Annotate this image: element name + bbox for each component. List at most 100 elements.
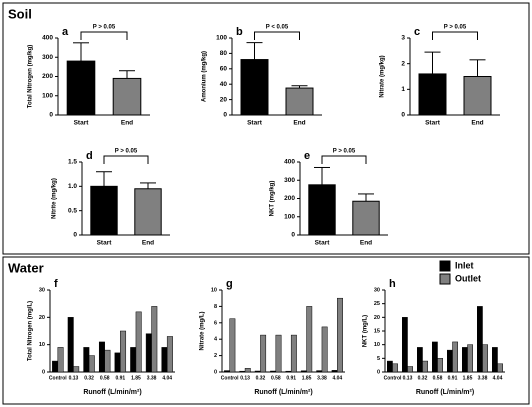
bar [254, 370, 261, 373]
x-tick-label: 0.32 [84, 375, 94, 381]
y-axis-label: Nitrate (mg/L) [200, 311, 206, 350]
bar [392, 363, 398, 373]
x-tick-label: End [142, 240, 154, 247]
bar [285, 87, 314, 116]
y-tick-label: 100 [42, 92, 53, 99]
y-tick-label: 0 [49, 112, 53, 119]
x-tick-label: 3.38 [478, 375, 488, 381]
x-tick-label: 0.91 [448, 375, 458, 381]
soil-frame [2, 2, 530, 255]
legend-swatch [439, 260, 451, 272]
bar [57, 347, 64, 373]
y-tick-label: 0 [214, 369, 217, 375]
y-tick-label: 300 [284, 177, 295, 184]
bar [275, 334, 282, 373]
y-tick-label: 1 [401, 86, 405, 93]
legend-label: Inlet [455, 260, 474, 270]
bar [135, 311, 142, 373]
bar [134, 188, 162, 236]
y-tick-label: 40 [220, 81, 228, 88]
bar [492, 347, 498, 373]
y-axis-label: Total Nitrogen (mg/L) [28, 301, 34, 361]
x-tick-label: Control [384, 375, 402, 381]
legend-swatch [439, 273, 451, 285]
x-tick-label: 0.58 [100, 375, 110, 381]
x-axis-label: Runoff (L/min/m²) [416, 389, 474, 396]
y-tick-label: 60 [220, 66, 228, 73]
bar [161, 347, 168, 373]
x-tick-label: 0.58 [271, 375, 281, 381]
bar [229, 318, 236, 373]
y-tick-label: 400 [284, 159, 295, 166]
significance-bracket [321, 155, 367, 164]
panel-label: f [54, 278, 58, 290]
panel-label: a [62, 26, 69, 38]
y-tick-label: 20 [374, 315, 380, 321]
y-tick-label: 1.5 [68, 159, 77, 166]
y-axis-label: NKT (mg/L) [363, 315, 369, 347]
y-tick-label: 100 [284, 213, 295, 220]
bar [120, 330, 127, 373]
bar [52, 360, 59, 373]
y-tick-label: 0 [377, 369, 380, 375]
bar [66, 60, 96, 116]
bar [316, 370, 323, 373]
bar [437, 358, 443, 373]
x-tick-label: 3.38 [317, 375, 327, 381]
y-axis-label: NKT (mg/kg) [270, 181, 276, 217]
y-tick-label: 2 [401, 60, 405, 67]
bar [300, 370, 307, 373]
y-tick-label: 10 [211, 287, 217, 293]
bar [452, 341, 458, 373]
x-tick-label: 1.85 [463, 375, 473, 381]
bar [387, 360, 393, 373]
x-tick-label: 0.91 [115, 375, 125, 381]
bar [145, 333, 152, 373]
x-tick-label: 0.91 [286, 375, 296, 381]
y-tick-label: 0 [401, 112, 405, 119]
y-tick-label: 0 [291, 232, 295, 239]
bar [308, 184, 336, 236]
x-tick-label: 0.32 [256, 375, 266, 381]
annotation: P > 0.05 [444, 25, 467, 31]
x-tick-label: Start [247, 120, 263, 127]
bar [306, 306, 313, 373]
x-tick-label: 0.58 [433, 375, 443, 381]
y-tick-label: 10 [39, 342, 45, 348]
bar [83, 347, 90, 373]
annotation: P > 0.05 [93, 25, 116, 31]
y-tick-label: 1.0 [68, 183, 77, 190]
x-tick-label: End [121, 120, 133, 127]
bar [418, 73, 447, 116]
panel-label: b [236, 26, 243, 38]
y-axis-label: Nitrite (mg/kg) [52, 178, 58, 219]
y-tick-label: 400 [42, 35, 53, 42]
panel-label: h [389, 278, 396, 290]
y-tick-label: 0.5 [68, 207, 77, 214]
bar [104, 349, 111, 373]
x-tick-label: Start [97, 240, 113, 247]
significance-bracket [254, 31, 300, 40]
x-tick-label: 4.04 [493, 375, 503, 381]
x-tick-label: 1.85 [302, 375, 312, 381]
y-tick-label: 80 [220, 50, 228, 57]
x-tick-label: 4.04 [162, 375, 172, 381]
water-frame [2, 256, 530, 405]
bar [432, 341, 438, 373]
x-tick-label: End [471, 120, 483, 127]
bar [422, 360, 428, 373]
panel-label: g [226, 278, 233, 290]
bar [88, 355, 95, 373]
bar [240, 59, 269, 116]
bar [270, 370, 277, 373]
x-tick-label: 0.13 [240, 375, 250, 381]
x-axis-label: Runoff (L/min/m²) [254, 389, 312, 396]
y-tick-label: 0 [42, 369, 45, 375]
bar [417, 347, 423, 373]
y-tick-label: 5 [377, 356, 380, 362]
bar [463, 76, 492, 116]
bar [98, 341, 105, 373]
panel-label: c [414, 26, 420, 38]
bar [331, 370, 338, 373]
